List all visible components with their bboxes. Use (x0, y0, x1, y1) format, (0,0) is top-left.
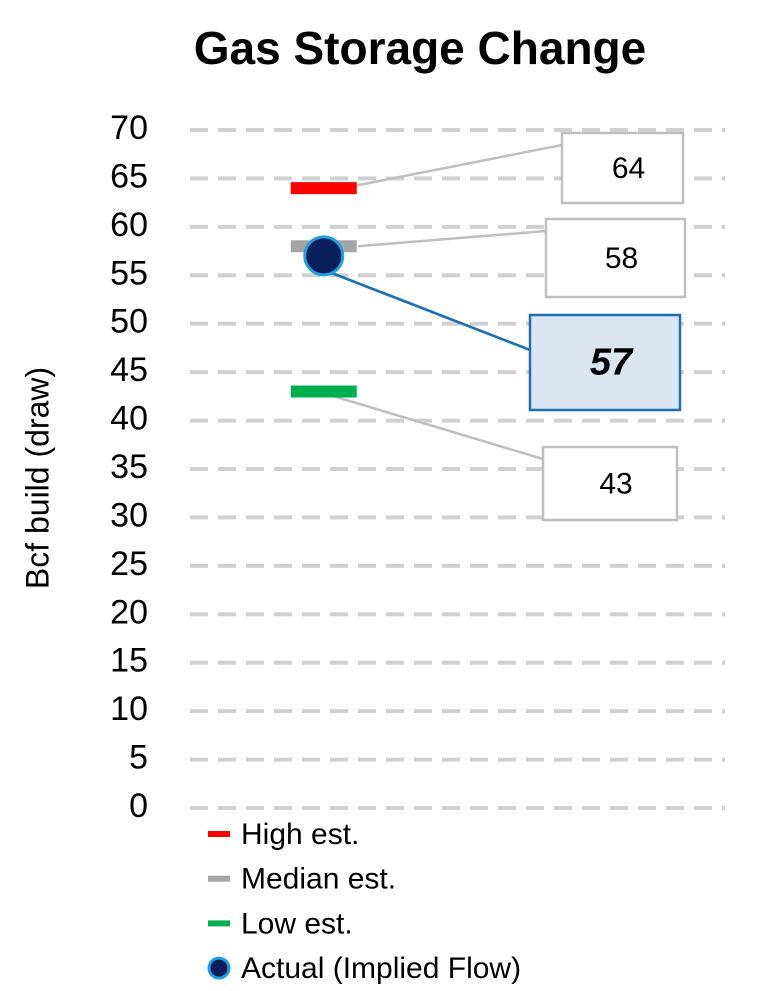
y-tick-label: 70 (110, 109, 148, 147)
y-tick-label: 60 (110, 206, 148, 244)
y-tick-label: 35 (110, 448, 148, 486)
data-label: 64 (612, 152, 645, 185)
data-label: 58 (605, 242, 638, 275)
y-tick-label: 45 (110, 351, 148, 389)
y-tick-label: 55 (110, 254, 148, 292)
y-tick-label: 65 (110, 157, 148, 195)
y-tick-label: 50 (110, 303, 148, 341)
y-tick-label: 40 (110, 400, 148, 438)
leader-line (323, 268, 531, 352)
legend-label: High est. (241, 818, 359, 851)
leader-line (342, 143, 563, 190)
legend-marker (208, 831, 230, 837)
data-label: 43 (599, 467, 632, 500)
legend-label: Median est. (241, 863, 396, 896)
label-box (541, 445, 679, 522)
label-box (560, 131, 685, 205)
y-tick-label: 0 (129, 787, 148, 825)
y-tick-label: 25 (110, 545, 148, 583)
y-tick-label: 30 (110, 496, 148, 534)
y-tick-label: 10 (110, 690, 148, 728)
legend-label: Low est. (241, 907, 353, 940)
leader-line (357, 229, 547, 248)
legend-label: Actual (Implied Flow) (241, 952, 521, 985)
marker (290, 385, 357, 398)
y-axis-label: Bcf build (draw) (19, 367, 55, 589)
legend-marker (208, 875, 230, 882)
y-tick-label: 15 (110, 642, 148, 680)
chart-title: Gas Storage Change (194, 22, 646, 74)
leader-line (317, 390, 544, 461)
marker (290, 182, 357, 195)
y-tick-label: 20 (110, 593, 148, 631)
legend-marker (208, 920, 230, 927)
y-tick-label: 5 (129, 739, 148, 777)
legend-marker (207, 956, 231, 980)
label-box (528, 313, 682, 412)
data-label: 57 (590, 342, 634, 384)
marker (303, 235, 345, 277)
label-box (544, 217, 687, 299)
